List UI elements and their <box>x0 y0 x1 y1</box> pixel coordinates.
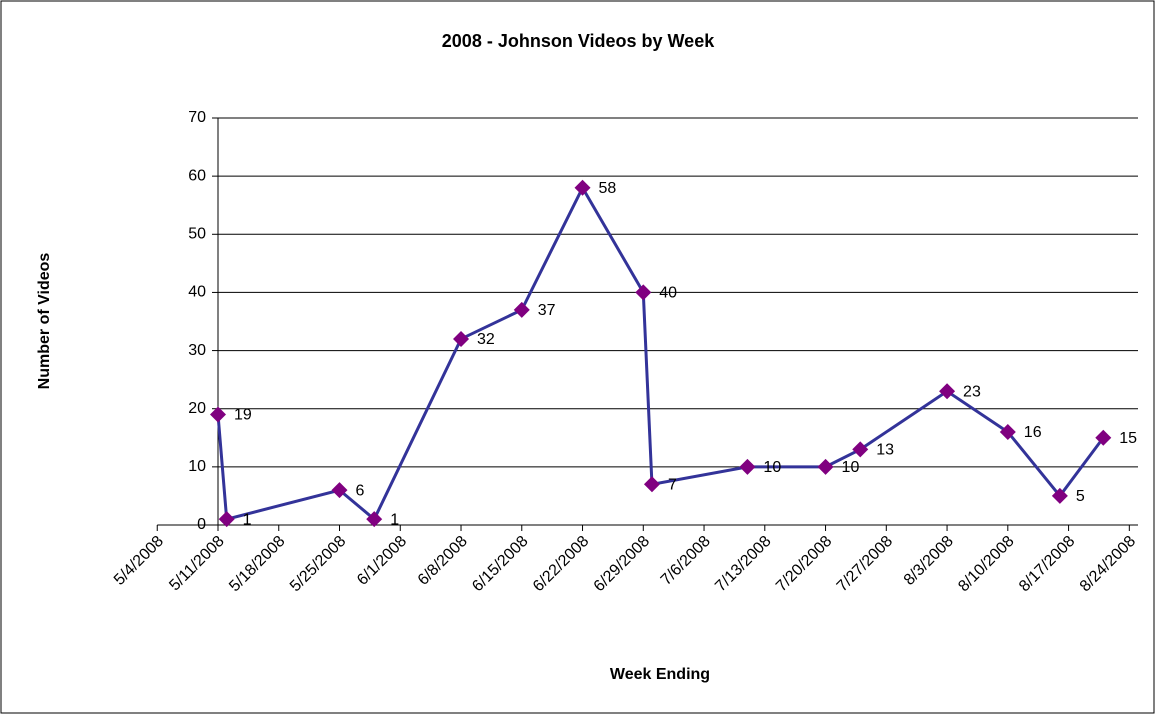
data-label: 1 <box>243 511 252 528</box>
data-point <box>453 330 470 347</box>
data-label: 15 <box>1119 430 1137 447</box>
data-point <box>331 482 348 499</box>
y-tick-label: 40 <box>188 284 206 301</box>
data-label: 58 <box>599 180 617 197</box>
data-label: 10 <box>763 459 781 476</box>
line-series <box>216 184 1105 522</box>
y-axis-label: Number of Videos <box>36 253 53 390</box>
data-point <box>574 179 591 196</box>
data-label: 1 <box>390 511 399 528</box>
data-point <box>643 476 660 493</box>
data-point <box>635 284 652 301</box>
data-label: 7 <box>668 477 677 494</box>
data-label: 5 <box>1076 488 1085 505</box>
data-point <box>817 458 834 475</box>
data-point <box>366 511 383 528</box>
data-label: 16 <box>1024 424 1042 441</box>
data-point <box>939 383 956 400</box>
data-label: 40 <box>659 285 677 302</box>
x-axis-label: Week Ending <box>610 666 710 683</box>
data-point <box>218 511 235 528</box>
y-tick-label: 20 <box>188 400 206 417</box>
chart-title: 2008 - Johnson Videos by Week <box>442 31 715 51</box>
y-tick-label: 70 <box>188 109 206 126</box>
data-point <box>1051 487 1068 504</box>
data-label: 37 <box>538 302 556 319</box>
data-label: 10 <box>842 459 860 476</box>
data-label: 13 <box>876 442 894 459</box>
data-point <box>1095 429 1112 446</box>
data-label: 23 <box>963 383 981 400</box>
y-tick-label: 60 <box>188 167 206 184</box>
data-point <box>513 301 530 318</box>
data-point <box>999 423 1016 440</box>
data-point <box>739 458 756 475</box>
data-label: 19 <box>234 407 252 424</box>
y-tick-label: 50 <box>188 226 206 243</box>
data-point <box>852 441 869 458</box>
data-point <box>210 406 226 423</box>
y-tick-label: 10 <box>188 458 206 475</box>
y-tick-label: 30 <box>188 342 206 359</box>
data-label: 6 <box>356 482 365 499</box>
data-label: 32 <box>477 331 495 348</box>
